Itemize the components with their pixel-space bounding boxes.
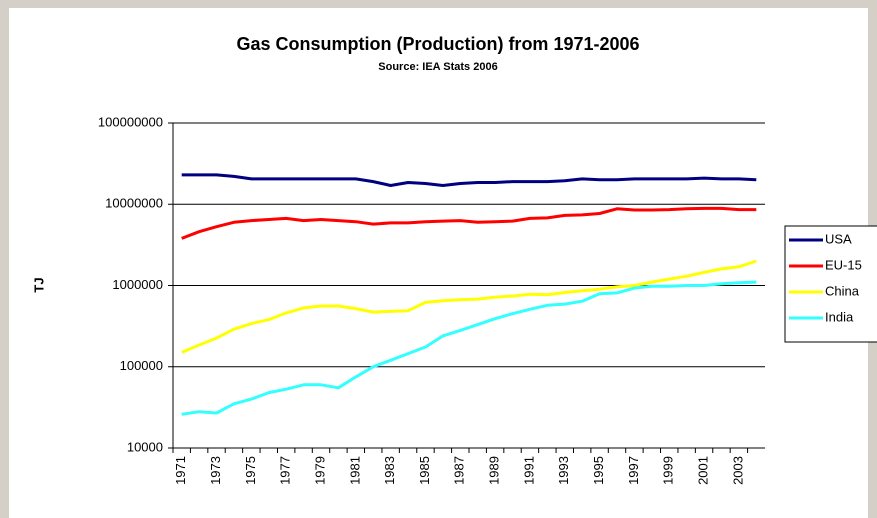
y-axis-label: TJ (31, 277, 46, 292)
legend-label: USA (825, 231, 852, 246)
x-tick-label: 1975 (243, 456, 258, 485)
legend-label: EU-15 (825, 257, 862, 272)
y-tick-label: 10000000 (105, 196, 163, 211)
x-tick-label: 1995 (591, 456, 606, 485)
legend-label: China (825, 283, 860, 298)
x-tick-label: 1991 (521, 456, 536, 485)
series-line (181, 259, 757, 354)
x-tick-label: 1977 (278, 456, 293, 485)
x-tick-label: 2001 (695, 456, 710, 485)
chart-title: Gas Consumption (Production) from 1971-2… (236, 34, 639, 54)
y-tick-label: 10000 (127, 439, 163, 454)
x-tick-label: 1987 (452, 456, 467, 485)
x-tick-label: 1973 (208, 456, 223, 485)
x-tick-label: 1999 (661, 456, 676, 485)
x-tick-label: 1985 (417, 456, 432, 485)
x-tick-label: 1997 (626, 456, 641, 485)
chart-subtitle: Source: IEA Stats 2006 (378, 61, 497, 73)
x-tick-label: 1989 (487, 456, 502, 485)
x-tick-label: 1971 (173, 456, 188, 485)
chart-area (9, 8, 868, 518)
series-line (181, 173, 757, 187)
series-line (181, 280, 757, 416)
x-tick-label: 1983 (382, 456, 397, 485)
y-tick-label: 1000000 (112, 277, 163, 292)
x-tick-label: 1979 (312, 456, 327, 485)
legend (784, 225, 877, 343)
legend-label: India (825, 309, 854, 324)
y-tick-label: 100000 (120, 358, 163, 373)
x-tick-label: 2003 (730, 456, 745, 485)
x-tick-label: 1981 (347, 456, 362, 485)
x-tick-label: 1993 (556, 456, 571, 485)
y-tick-label: 100000000 (98, 114, 163, 129)
series-line (181, 206, 757, 240)
